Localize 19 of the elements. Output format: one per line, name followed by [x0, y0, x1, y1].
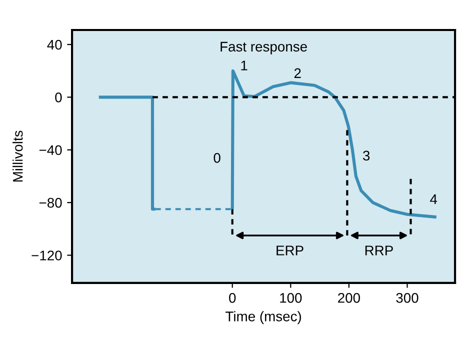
y-tick-label: −40	[39, 145, 62, 156]
annotation: 4	[430, 194, 438, 204]
x-tick-label: 0	[229, 292, 236, 303]
x-tick-label: 300	[396, 292, 418, 303]
annotation: RRP	[365, 246, 393, 256]
text: Fast response	[220, 42, 307, 54]
annotation: 2	[294, 68, 301, 78]
y-tick-label: 40	[47, 40, 62, 50]
annotation: ERP	[276, 246, 304, 256]
annotation: 3	[363, 150, 370, 161]
annotation: 1	[241, 60, 248, 70]
y-tick-label: −120	[32, 250, 62, 260]
y-tick-label: 0	[55, 92, 62, 102]
y-axis-title: Millivolts	[12, 130, 23, 182]
x-axis-title: Time (msec)	[226, 311, 301, 324]
annotation: 0	[214, 152, 220, 163]
y-tick-label: −80	[39, 198, 62, 208]
x-tick-label: 100	[280, 292, 302, 303]
x-tick-label: 200	[338, 292, 360, 303]
